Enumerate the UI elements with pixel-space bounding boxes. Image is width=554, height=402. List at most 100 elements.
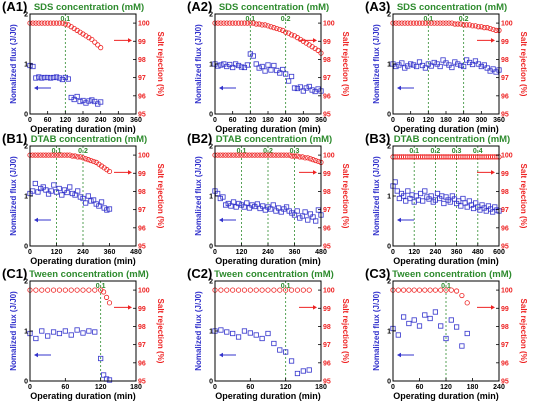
x-tick-label: 180 — [315, 384, 327, 391]
flux-arrow-head — [397, 217, 401, 223]
flux-point — [53, 74, 60, 80]
panel-b1: (B1) DTAB concentration (mM)0.1 0.20 120 240… — [2, 131, 165, 266]
rejection-point — [419, 20, 426, 26]
rejection-point — [51, 152, 57, 158]
rejection-point — [238, 152, 245, 158]
rejection-point — [408, 20, 414, 26]
rejection-point — [262, 152, 268, 158]
flux-point — [88, 198, 94, 204]
panel-title: SDS concentration (mM) — [397, 2, 507, 13]
flux-point — [464, 330, 470, 337]
concentration-label: 0.2 — [281, 16, 291, 23]
flux-point — [459, 343, 465, 349]
panel-title: Tween concentration (mM) — [29, 269, 149, 280]
flux-point — [64, 189, 70, 196]
y-right-tick-label: 99 — [501, 39, 509, 46]
rejection-point — [98, 45, 104, 51]
rejection-point — [43, 152, 49, 158]
rejection-point — [283, 152, 290, 158]
y-left-tick-label: 2 — [24, 279, 28, 286]
panel-c2: (C2) Tween concentration (mM)0.10 60 120 180… — [187, 266, 350, 401]
rejection-point — [277, 287, 283, 293]
rejection-point — [286, 152, 292, 158]
flux-point — [265, 62, 271, 68]
x-tick-label: 120 — [244, 117, 256, 124]
flux-point — [230, 330, 236, 337]
flux-point — [417, 190, 424, 197]
rejection-point — [36, 20, 42, 26]
y-left-tick-label: 1 — [209, 194, 213, 201]
flux-point — [56, 185, 62, 192]
rejection-point — [270, 152, 276, 158]
y-right-tick-label: 96 — [323, 225, 331, 232]
rejection-point — [39, 20, 45, 26]
flux-point — [33, 75, 39, 81]
concentration-label: 0.2 — [263, 148, 273, 155]
x-tick-label: 60 — [407, 117, 415, 124]
y-right-tick-label: 97 — [138, 342, 146, 349]
rejection-point — [493, 27, 499, 33]
y-right-tick-label: 96 — [501, 360, 509, 367]
rejection-point — [62, 21, 68, 27]
y-left-tick-label: 0 — [387, 244, 391, 251]
flux-point — [262, 207, 268, 213]
flux-point — [420, 198, 426, 204]
y-right-tick-label: 96 — [501, 225, 509, 232]
flux-point — [53, 189, 60, 195]
y-right-tick-label: 98 — [323, 324, 331, 331]
rejection-point — [249, 152, 255, 158]
flux-series — [212, 188, 324, 224]
x-tick-label: 360 — [104, 249, 116, 256]
flux-point — [453, 324, 460, 330]
flux-point — [260, 203, 266, 209]
flux-point — [441, 200, 447, 207]
rejection-point — [431, 20, 437, 26]
rejection-point — [481, 25, 487, 31]
flux-point — [233, 61, 239, 67]
rejection-point — [241, 287, 248, 293]
rejection-point — [307, 156, 313, 162]
rejection-point — [275, 152, 282, 158]
flux-point — [288, 358, 295, 364]
rejection-point — [32, 152, 38, 158]
rejection-point — [265, 23, 271, 29]
x-tick-label: 360 — [493, 117, 505, 124]
rejection-point — [459, 292, 465, 299]
rejection-point — [437, 20, 443, 26]
flux-point — [236, 200, 242, 207]
y-right-tick-label: 97 — [501, 342, 509, 349]
rejection-point — [241, 152, 247, 158]
flux-point — [427, 315, 433, 322]
x-tick-label: 0 — [213, 117, 217, 124]
rejection-point — [448, 287, 454, 293]
rejection-point — [235, 287, 242, 293]
flux-point — [437, 63, 443, 70]
flux-point — [253, 61, 259, 67]
rejection-point — [42, 20, 48, 26]
y-left-tick-label: 2 — [209, 144, 213, 151]
flux-arrow-head — [34, 85, 38, 91]
flux-point — [416, 323, 423, 329]
rejection-point — [247, 287, 253, 293]
flux-point — [277, 70, 283, 76]
rejection-point — [452, 21, 458, 27]
rejection-point — [283, 29, 289, 35]
y-right-tick-label: 98 — [323, 189, 331, 196]
rejection-point — [257, 152, 263, 158]
flux-point — [253, 332, 259, 338]
rejection-point — [422, 20, 428, 26]
x-tick-label: 120 — [236, 249, 248, 256]
flux-point — [399, 60, 405, 66]
y-right-tick-label: 99 — [323, 306, 331, 313]
x-tick-label: 240 — [95, 117, 107, 124]
panel-title: DTAB concentration (mM) — [394, 134, 510, 145]
rejection-point — [271, 287, 277, 293]
rejection-point — [95, 42, 101, 48]
rejection-point — [74, 287, 80, 293]
y-left-axis-label: Nomalized flux (J/J0) — [194, 156, 203, 236]
flux-series — [390, 309, 470, 349]
rejection-series — [390, 154, 502, 160]
y-left-tick-label: 1 — [24, 329, 28, 336]
panel-label: (B2) — [187, 131, 212, 146]
panel-c3: (C3) Tween concentration (mM)0.10 60 120 180… — [365, 266, 528, 401]
